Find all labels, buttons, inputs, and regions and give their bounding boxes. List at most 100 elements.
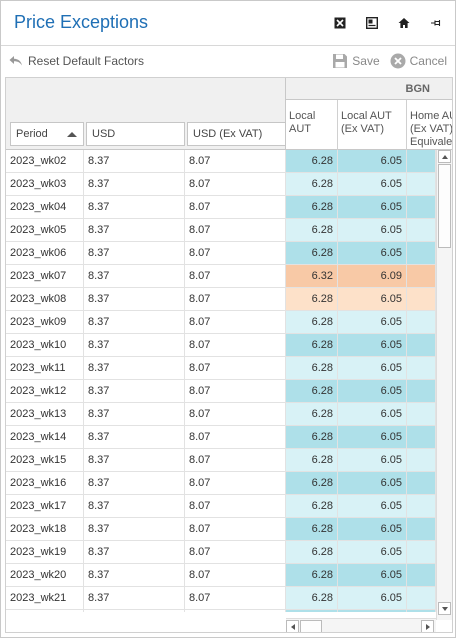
cell-usd-ex-vat[interactable]: 8.07 bbox=[185, 219, 286, 241]
cell-usd-ex-vat[interactable]: 8.07 bbox=[185, 380, 286, 402]
cell-usd[interactable]: 8.37 bbox=[84, 334, 185, 356]
scroll-up-button[interactable] bbox=[438, 150, 451, 163]
cell-local-aut-ex-vat[interactable]: 6.05 bbox=[338, 173, 407, 195]
cell-usd-ex-vat[interactable]: 8.07 bbox=[185, 357, 286, 379]
cell-local-aut[interactable]: 6.28 bbox=[286, 518, 338, 540]
horizontal-scroll-thumb[interactable] bbox=[300, 620, 322, 632]
cell-local-aut-ex-vat[interactable]: 6.05 bbox=[338, 541, 407, 563]
cell-home-aut-ex-vat-equivalent[interactable] bbox=[407, 472, 436, 494]
cell-period[interactable]: 2023_wk06 bbox=[6, 242, 84, 264]
column-header-usd-ex-vat[interactable]: USD (Ex VAT) bbox=[187, 122, 286, 146]
column-header-local-aut-ex-vat[interactable]: Local AUT (Ex VAT) bbox=[338, 100, 407, 150]
cell-home-aut-ex-vat-equivalent[interactable] bbox=[407, 357, 436, 379]
cell-usd-ex-vat[interactable]: 8.07 bbox=[185, 173, 286, 195]
home-icon[interactable] bbox=[395, 14, 413, 32]
table-row[interactable]: 2023_wk21 8.37 8.07 6.28 6.05 bbox=[6, 587, 436, 610]
cell-period[interactable]: 2023_wk04 bbox=[6, 196, 84, 218]
cell-usd[interactable]: 8.37 bbox=[84, 219, 185, 241]
table-row[interactable]: 2023_wk09 8.37 8.07 6.28 6.05 bbox=[6, 311, 436, 334]
cell-usd[interactable]: 8.37 bbox=[84, 449, 185, 471]
table-row[interactable]: 2023_wk20 8.37 8.07 6.28 6.05 bbox=[6, 564, 436, 587]
cell-local-aut-ex-vat[interactable]: 6.05 bbox=[338, 242, 407, 264]
cell-usd[interactable]: 8.37 bbox=[84, 472, 185, 494]
table-row[interactable]: 2023_wk14 8.37 8.07 6.28 6.05 bbox=[6, 426, 436, 449]
table-row[interactable]: 2023_wk13 8.37 8.07 6.28 6.05 bbox=[6, 403, 436, 426]
cell-usd[interactable]: 8.37 bbox=[84, 587, 185, 609]
cell-home-aut-ex-vat-equivalent[interactable] bbox=[407, 196, 436, 218]
scroll-right-button[interactable] bbox=[421, 620, 434, 632]
cell-usd-ex-vat[interactable]: 8.07 bbox=[185, 288, 286, 310]
column-header-usd[interactable]: USD bbox=[86, 122, 185, 146]
cell-local-aut[interactable]: 6.28 bbox=[286, 449, 338, 471]
cell-local-aut-ex-vat[interactable]: 6.05 bbox=[338, 403, 407, 425]
cell-local-aut[interactable]: 6.28 bbox=[286, 564, 338, 586]
save-button[interactable]: Save bbox=[332, 53, 380, 69]
cell-period[interactable]: 2023_wk08 bbox=[6, 288, 84, 310]
column-header-period[interactable]: Period bbox=[10, 122, 84, 146]
cell-local-aut[interactable]: 6.28 bbox=[286, 380, 338, 402]
cell-home-aut-ex-vat-equivalent[interactable] bbox=[407, 173, 436, 195]
cell-local-aut-ex-vat[interactable]: 6.05 bbox=[338, 518, 407, 540]
cell-period[interactable]: 2023_wk10 bbox=[6, 334, 84, 356]
cell-usd-ex-vat[interactable]: 8.07 bbox=[185, 587, 286, 609]
cell-home-aut-ex-vat-equivalent[interactable] bbox=[407, 518, 436, 540]
cell-local-aut-ex-vat[interactable]: 6.05 bbox=[338, 587, 407, 609]
cell-local-aut[interactable]: 6.32 bbox=[286, 265, 338, 287]
cell-home-aut-ex-vat-equivalent[interactable] bbox=[407, 495, 436, 517]
cell-local-aut[interactable]: 6.28 bbox=[286, 219, 338, 241]
table-row[interactable]: 2023_wk03 8.37 8.07 6.28 6.05 bbox=[6, 173, 436, 196]
cell-usd-ex-vat[interactable]: 8.07 bbox=[185, 150, 286, 172]
table-row[interactable]: 2023_wk16 8.37 8.07 6.28 6.05 bbox=[6, 472, 436, 495]
table-row[interactable]: 2023_wk15 8.37 8.07 6.28 6.05 bbox=[6, 449, 436, 472]
cell-home-aut-ex-vat-equivalent[interactable] bbox=[407, 403, 436, 425]
cell-period[interactable]: 2023_wk12 bbox=[6, 380, 84, 402]
cell-usd[interactable]: 8.37 bbox=[84, 242, 185, 264]
cell-usd-ex-vat[interactable]: 8.07 bbox=[185, 426, 286, 448]
cell-local-aut-ex-vat[interactable]: 6.05 bbox=[338, 564, 407, 586]
cell-period[interactable]: 2023_wk21 bbox=[6, 587, 84, 609]
cell-period[interactable]: 2023_wk15 bbox=[6, 449, 84, 471]
cell-usd-ex-vat[interactable]: 8.07 bbox=[185, 265, 286, 287]
cell-period[interactable]: 2023_wk03 bbox=[6, 173, 84, 195]
table-row[interactable]: 2023_wk17 8.37 8.07 6.28 6.05 bbox=[6, 495, 436, 518]
pin-icon[interactable] bbox=[427, 14, 445, 32]
cell-usd[interactable]: 8.37 bbox=[84, 564, 185, 586]
table-row[interactable]: 2023_wk08 8.37 8.07 6.28 6.05 bbox=[6, 288, 436, 311]
cell-local-aut[interactable]: 6.28 bbox=[286, 587, 338, 609]
cell-usd[interactable]: 8.37 bbox=[84, 311, 185, 333]
table-row[interactable]: 2023_wk18 8.37 8.07 6.28 6.05 bbox=[6, 518, 436, 541]
cell-usd[interactable]: 8.37 bbox=[84, 541, 185, 563]
cell-usd[interactable]: 8.37 bbox=[84, 196, 185, 218]
cell-period[interactable]: 2023_wk18 bbox=[6, 518, 84, 540]
cell-period[interactable]: 2023_wk14 bbox=[6, 426, 84, 448]
cell-usd-ex-vat[interactable]: 8.07 bbox=[185, 242, 286, 264]
table-row[interactable]: 2023_wk05 8.37 8.07 6.28 6.05 bbox=[6, 219, 436, 242]
cell-local-aut-ex-vat[interactable]: 6.05 bbox=[338, 219, 407, 241]
cell-local-aut[interactable]: 6.28 bbox=[286, 196, 338, 218]
cell-usd-ex-vat[interactable]: 8.07 bbox=[185, 334, 286, 356]
vertical-scrollbar[interactable] bbox=[436, 150, 452, 620]
cell-home-aut-ex-vat-equivalent[interactable] bbox=[407, 242, 436, 264]
cell-period[interactable]: 2023_wk05 bbox=[6, 219, 84, 241]
cell-period[interactable]: 2023_wk09 bbox=[6, 311, 84, 333]
cell-period[interactable]: 2023_wk02 bbox=[6, 150, 84, 172]
cell-usd-ex-vat[interactable]: 8.07 bbox=[185, 311, 286, 333]
cell-local-aut[interactable]: 6.28 bbox=[286, 334, 338, 356]
cell-home-aut-ex-vat-equivalent[interactable] bbox=[407, 150, 436, 172]
table-row[interactable]: 2023_wk07 8.37 8.07 6.32 6.09 bbox=[6, 265, 436, 288]
cell-local-aut-ex-vat[interactable]: 6.05 bbox=[338, 196, 407, 218]
cell-home-aut-ex-vat-equivalent[interactable] bbox=[407, 288, 436, 310]
cell-usd[interactable]: 8.37 bbox=[84, 380, 185, 402]
cell-local-aut-ex-vat[interactable]: 6.05 bbox=[338, 449, 407, 471]
table-row[interactable]: 2023_wk06 8.37 8.07 6.28 6.05 bbox=[6, 242, 436, 265]
cell-local-aut[interactable]: 6.28 bbox=[286, 173, 338, 195]
table-row[interactable]: 2023_wk02 8.37 8.07 6.28 6.05 bbox=[6, 150, 436, 173]
cell-local-aut-ex-vat[interactable]: 6.05 bbox=[338, 357, 407, 379]
cell-local-aut-ex-vat[interactable]: 6.05 bbox=[338, 334, 407, 356]
cell-local-aut-ex-vat[interactable]: 6.05 bbox=[338, 472, 407, 494]
cell-local-aut[interactable]: 6.28 bbox=[286, 403, 338, 425]
cancel-button[interactable]: Cancel bbox=[390, 53, 447, 69]
cell-usd[interactable]: 8.37 bbox=[84, 357, 185, 379]
cell-usd[interactable]: 8.37 bbox=[84, 150, 185, 172]
close-x-icon[interactable] bbox=[331, 14, 349, 32]
